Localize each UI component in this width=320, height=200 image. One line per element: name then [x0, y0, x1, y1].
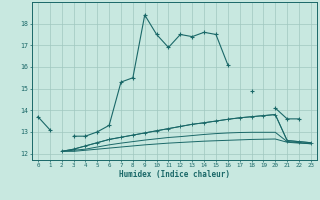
X-axis label: Humidex (Indice chaleur): Humidex (Indice chaleur) — [119, 170, 230, 179]
